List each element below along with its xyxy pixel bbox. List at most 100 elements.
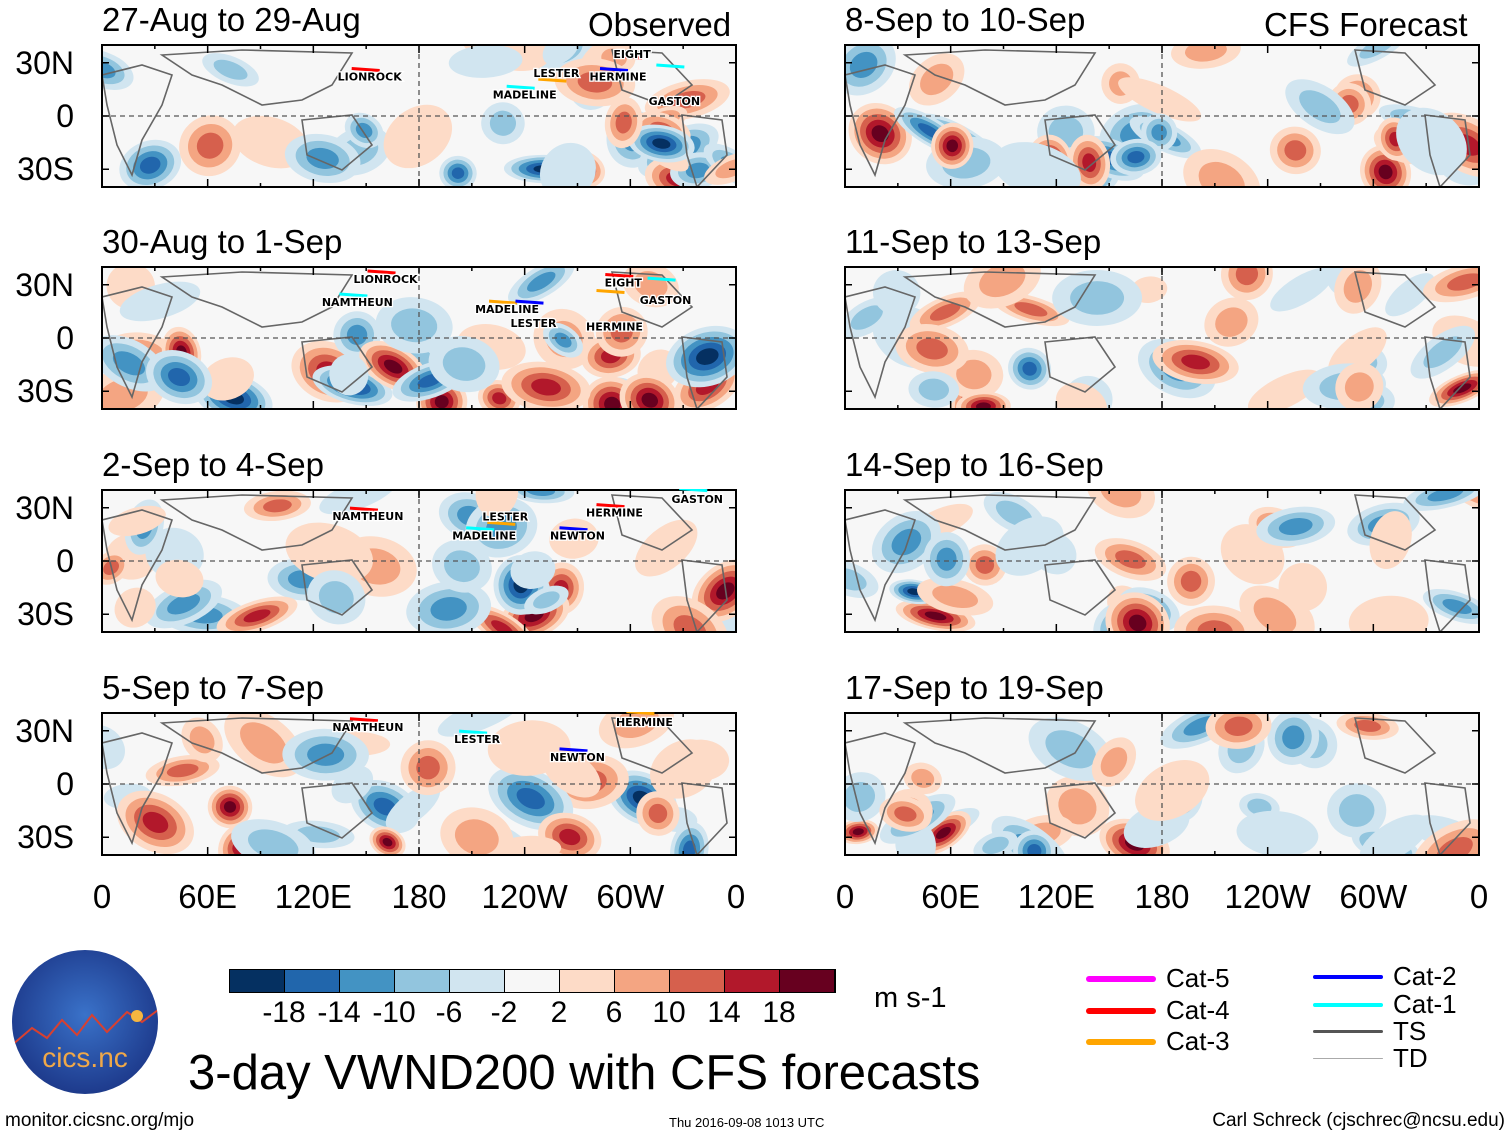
wind-anomaly-contour [1359,45,1397,59]
wind-anomaly-contour [142,811,169,833]
legend-item: Cat-2 [1313,961,1457,992]
footer-url[interactable]: monitor.cicsnc.org/mjo [5,1110,195,1131]
wind-anomaly-contour [1447,273,1479,291]
coastline [159,494,354,551]
wind-anomaly-contour [306,147,339,169]
legend-line-icon [1086,1038,1156,1045]
wind-anomaly-contour [542,747,601,798]
storm-label: LESTER [533,67,579,80]
lat-label: 0 [56,98,74,134]
wind-anomaly-contour [533,591,560,609]
panel-title: 30-Aug to 1-Sep [102,223,343,260]
colorbar-swatch [670,970,725,992]
legend-line-icon [1313,1002,1383,1007]
wind-anomaly-contour [911,768,935,788]
coastline [159,717,354,774]
wind-anomaly-contour [486,514,517,541]
coastline [1424,336,1471,409]
storm-label: GASTON [649,95,701,108]
storm-label: LESTER [454,733,500,746]
coastline [610,271,694,328]
figure-title: 3-day VWND200 with CFS forecasts [188,1046,981,1100]
colorbar-swatch [450,970,505,992]
wind-anomaly-contour [201,357,254,401]
coastline [902,271,1097,328]
map-panel [844,266,1480,410]
wind-anomaly-contour [319,490,398,515]
map-panel [844,712,1480,856]
wind-anomaly-contour [437,713,522,737]
wind-anomaly-contour [1198,161,1245,187]
coastline [681,336,728,409]
wind-anomaly-contour [318,581,354,614]
storm-track [613,54,643,60]
wind-anomaly-contour [871,125,889,143]
wind-anomaly-contour [894,806,917,822]
lat-label: 30S [17,596,74,633]
lon-label: 0 [1469,878,1489,915]
lat-label: 30S [17,819,74,856]
wind-anomaly-contour [669,90,706,109]
lon-label: 60W [1339,878,1408,915]
colorbar-swatch [285,970,340,992]
wind-anomaly-contour [673,615,707,632]
colorbar-label: 18 [762,996,796,1029]
wind-anomaly-contour [531,378,561,396]
storm-track [596,289,625,294]
colorbar-swatch [395,970,450,992]
wind-anomaly-contour [213,59,248,80]
storm-label: LIONROCK [338,71,403,84]
lat-label: 30N [15,44,74,81]
storm-label: LIONROCK [353,273,418,286]
lon-label: 180 [1134,878,1190,915]
cics-logo: cics.nc [12,950,158,1094]
footer-timestamp: Thu 2016-09-08 1013 UTC [669,1115,825,1130]
wind-anomaly-contour [243,609,271,623]
wind-anomaly-contour [475,490,519,518]
map-panel [844,44,1480,188]
storm-label: LESTER [511,317,557,330]
legend-line-icon [1086,975,1156,982]
wind-anomaly-contour [1180,570,1202,592]
wind-anomaly-contour [285,522,374,584]
wind-anomaly-contour [1100,490,1142,508]
wind-anomaly-contour [935,826,951,839]
storm-track [487,520,516,526]
lon-label: 60E [178,878,238,915]
storm-track [466,526,495,532]
wind-anomaly-contour [492,392,507,405]
wind-anomaly-contour [982,836,1009,854]
wind-anomaly-contour [1058,788,1097,825]
wind-anomaly-contour [891,528,922,556]
wind-anomaly-contour [1385,273,1435,317]
panel-title: 17-Sep to 19-Sep [845,669,1104,706]
wind-anomaly-contour [1128,614,1147,632]
coastline [845,732,917,846]
coastline [902,49,1097,106]
storm-label: HERMINE [586,507,643,520]
colorbar-label: -14 [317,996,361,1029]
coastline [301,114,374,171]
wind-anomaly-contour [1055,382,1108,409]
coastline [1424,559,1471,632]
colorbar-label: -2 [490,996,518,1029]
wind-anomaly-contour [1247,369,1322,409]
colorbar-label: 10 [652,996,686,1029]
coastline [845,64,917,178]
legend-line-icon [1086,1007,1156,1014]
logo-name: cics.nc [42,1042,128,1073]
coastline [681,114,728,187]
coastline [610,49,694,106]
storm-track [515,299,544,305]
wind-anomaly-contour [442,347,486,381]
legend-label: TD [1393,1043,1428,1073]
colorbar-swatch [560,970,615,992]
wind-anomaly-contour [1348,595,1429,632]
wind-anomaly-contour [434,395,449,409]
wind-anomaly-contour [648,803,668,824]
storm-track [605,273,634,279]
storm-label: NAMTHEUN [322,296,393,309]
storm-track [656,63,685,69]
wind-anomaly-contour [346,324,368,345]
panel-title: 11-Sep to 13-Sep [845,223,1102,260]
